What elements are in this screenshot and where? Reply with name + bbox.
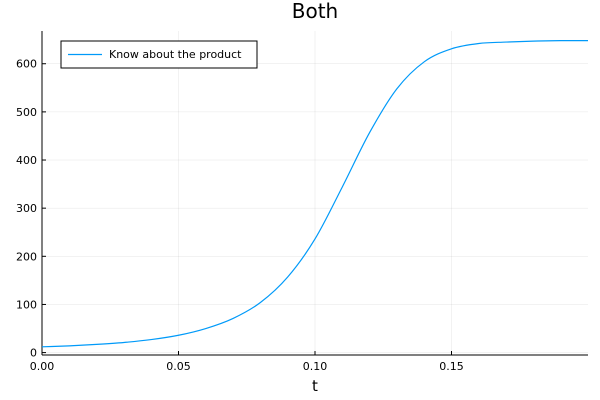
chart-title: Both [292, 0, 338, 23]
x-tick-label: 0.15 [439, 360, 464, 373]
axes-layer [41, 31, 588, 356]
y-tick-label: 100 [16, 298, 37, 311]
legend-label: Know about the product [109, 48, 242, 61]
y-tick-label: 600 [16, 58, 37, 71]
y-tick-label: 200 [16, 250, 37, 263]
x-tick-label: 0.00 [30, 360, 55, 373]
y-tick-label: 300 [16, 202, 37, 215]
series-line [41, 40, 588, 348]
series-layer [41, 40, 588, 348]
tick-labels: 0.00 0.05 0.10 0.15 0 100 200 300 400 500 600 [16, 58, 464, 373]
y-tick-label: 500 [16, 106, 37, 119]
grid-layer [41, 31, 588, 355]
y-tick-label: 400 [16, 154, 37, 167]
x-tick-label: 0.05 [166, 360, 191, 373]
y-tick-label: 0 [30, 347, 37, 360]
legend: Know about the product [60, 40, 258, 69]
x-axis-title: t [312, 377, 318, 395]
x-tick-label: 0.10 [303, 360, 328, 373]
